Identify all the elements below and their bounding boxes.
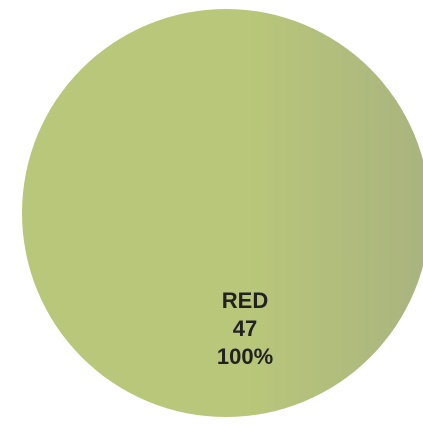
pie-slices [22,9,423,417]
slice-label-percent: 100% [217,344,273,369]
pie-labels: RED 47 100% [217,288,273,369]
pie-slice-red[interactable] [22,9,423,417]
slice-label-name: RED [222,288,268,313]
slice-label-value: 47 [233,316,257,341]
